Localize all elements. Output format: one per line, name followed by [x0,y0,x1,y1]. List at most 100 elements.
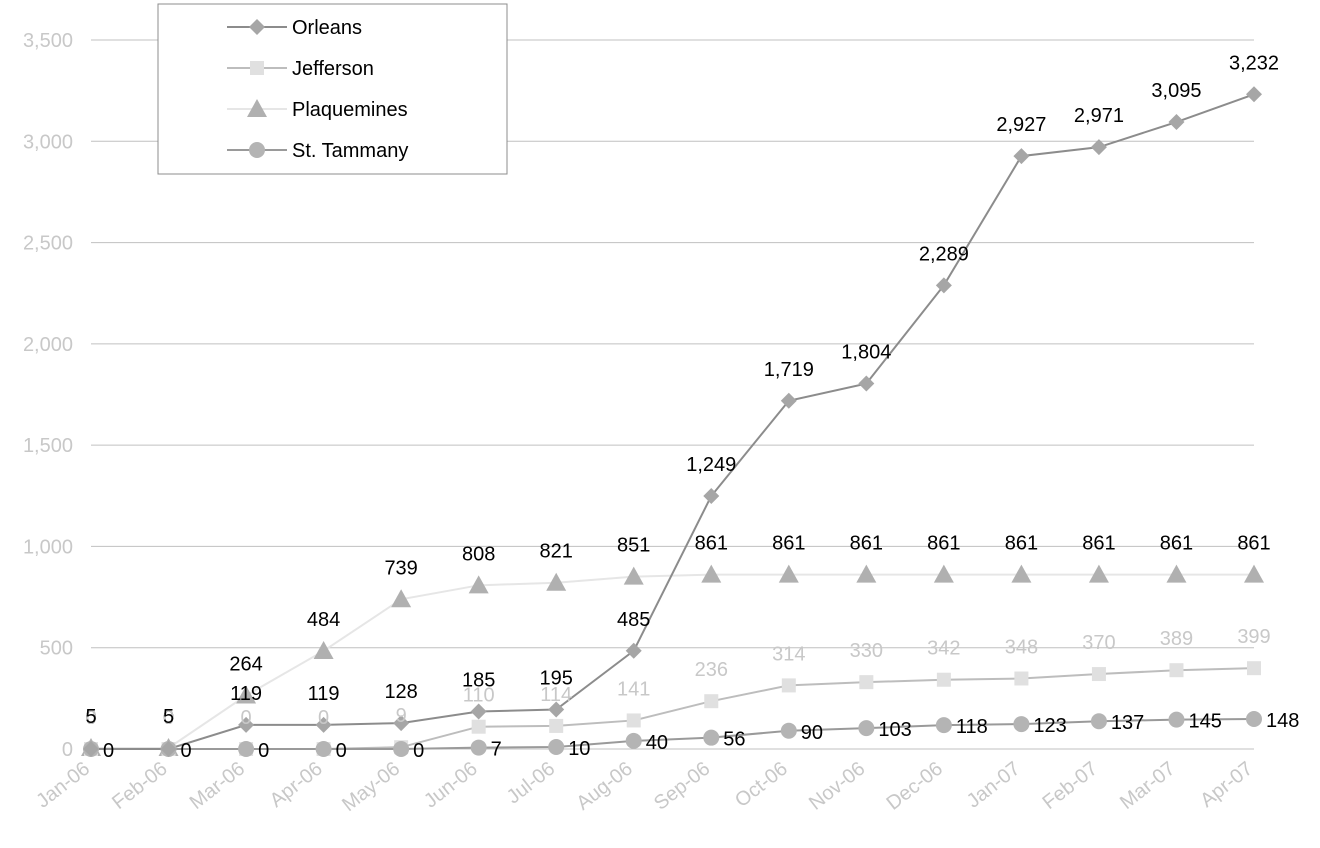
plaquemines-data-label: 861 [850,533,883,555]
x-tick-label: Feb-06 [108,758,171,814]
plaquemines-marker [1244,564,1264,583]
plaquemines-marker [933,564,954,583]
jefferson-marker [936,672,951,687]
x-tick-label: Jan-06 [32,758,94,813]
orleans-data-label: 0 [163,707,174,729]
jefferson-line [91,667,1255,750]
st-tammany-data-label: 90 [801,722,823,744]
jefferson-data-label: 141 [617,678,650,700]
orleans-marker [780,392,797,409]
st-tammany-data-label: 137 [1111,712,1144,734]
legend-box [157,3,508,175]
st-tammany-marker [238,741,255,757]
orleans-marker [83,741,99,757]
series-lines [91,93,1255,750]
st-tammany-data-label: 118 [956,716,988,738]
st-tammany-data-label: 0 [413,740,424,762]
st-tammany-data-label: 0 [258,740,269,762]
plaquemines-marker [236,685,257,704]
y-tick-label: 2,000 [23,334,73,356]
jefferson-data-label: 0 [318,707,329,729]
legend-label-orleans: Orleans [292,17,362,39]
x-tick-label: Dec-06 [883,758,947,815]
st-tammany-marker [1168,711,1185,728]
x-tick-label: Apr-06 [266,758,327,812]
st-tammany-data-label: 0 [336,740,347,762]
orleans-marker [858,375,875,392]
jefferson-data-label: 236 [695,659,728,681]
legend-label-jefferson: Jefferson [292,58,374,80]
st-tammany-marker [780,722,797,739]
st-tammany-marker [1090,713,1107,730]
orleans-marker [238,716,255,733]
x-tick-label: Apr-07 [1196,758,1257,812]
orleans-data-label: 1,719 [764,359,814,381]
plaquemines-data-label: 5 [163,706,174,728]
orleans-data-label: 185 [462,670,495,692]
orleans-marker [548,701,565,718]
st-tammany-data-label: 145 [1188,711,1221,733]
st-tammany-marker [703,729,720,746]
jefferson-data-label: 0 [241,707,252,729]
plaquemines-marker [468,575,489,594]
plaquemines-marker [391,589,412,608]
orleans-data-label: 485 [617,609,650,631]
jefferson-data-label: 348 [1005,637,1038,659]
orleans-data-label: 2,927 [996,114,1046,136]
jefferson-marker [1014,671,1029,686]
jefferson-marker [1091,667,1106,682]
plaquemines-data-label: 264 [229,654,262,676]
jefferson-data-label: 342 [927,638,960,660]
plaquemines-data-label: 861 [1160,533,1193,555]
x-tick-label: May-06 [338,758,404,816]
orleans-marker [1168,114,1185,131]
legend-swatch-orleans [249,19,265,35]
jefferson-data-label: 0 [85,707,96,729]
plaquemines-marker [1166,564,1187,583]
x-tick-label: Oct-06 [731,758,792,812]
y-tick-label: 0 [62,739,73,761]
x-tick-label: Mar-06 [186,758,249,814]
orleans-data-label: 1,804 [841,342,891,364]
legend-label-st-tammany: St. Tammany [292,140,408,162]
jefferson-marker [626,713,641,728]
orleans-data-label: 119 [230,683,262,705]
jefferson-data-label: 114 [540,684,572,706]
st-tammany-data-label: 123 [1033,715,1066,737]
x-axis-ticks: Jan-06 Feb-06 Mar-06 Apr-06 May-06 Jun-06 Jul-… [32,748,1257,816]
x-tick-label: Mar-07 [1116,758,1179,814]
st-tammany-marker [625,732,642,749]
st-tammany-marker [393,741,410,757]
orleans-marker [625,642,642,659]
orleans-data-label: 0 [85,707,96,729]
legend-swatch-plaquemines [247,99,267,117]
plaquemines-marker [313,640,334,659]
orleans-marker [935,277,952,294]
orleans-marker [1090,139,1107,156]
st-tammany-marker [548,738,565,755]
plaquemines-marker [623,566,644,585]
jefferson-marker [471,719,486,734]
plaquemines-data-label: 821 [540,541,573,563]
plaquemines-data-label: 861 [927,533,960,555]
jefferson-data-label: 110 [463,685,495,707]
jefferson-data-label: 0 [163,707,174,729]
st-tammany-data-label: 56 [723,729,745,751]
orleans-data-label: 119 [308,683,340,705]
orleans-data-label: 2,971 [1074,105,1124,127]
plaquemines-data-label: 861 [1005,533,1038,555]
plaquemines-data-label: 861 [1082,533,1115,555]
y-axis-ticks: 0 500 1,000 1,500 2,000 2,500 3,000 3,500 [23,30,73,761]
plaquemines-data-label: 861 [772,533,805,555]
x-tick-label: Nov-06 [805,758,869,815]
plaquemines-data-label: 739 [384,557,417,579]
st-tammany-data-label: 148 [1266,710,1299,732]
y-tick-label: 500 [40,638,73,660]
orleans-data-label: 128 [384,681,417,703]
legend-label-plaquemines: Plaquemines [292,99,408,121]
st-tammany-data-label: 0 [181,740,192,762]
orleans-marker [703,487,720,504]
plaquemines-data-label: 5 [85,706,96,728]
